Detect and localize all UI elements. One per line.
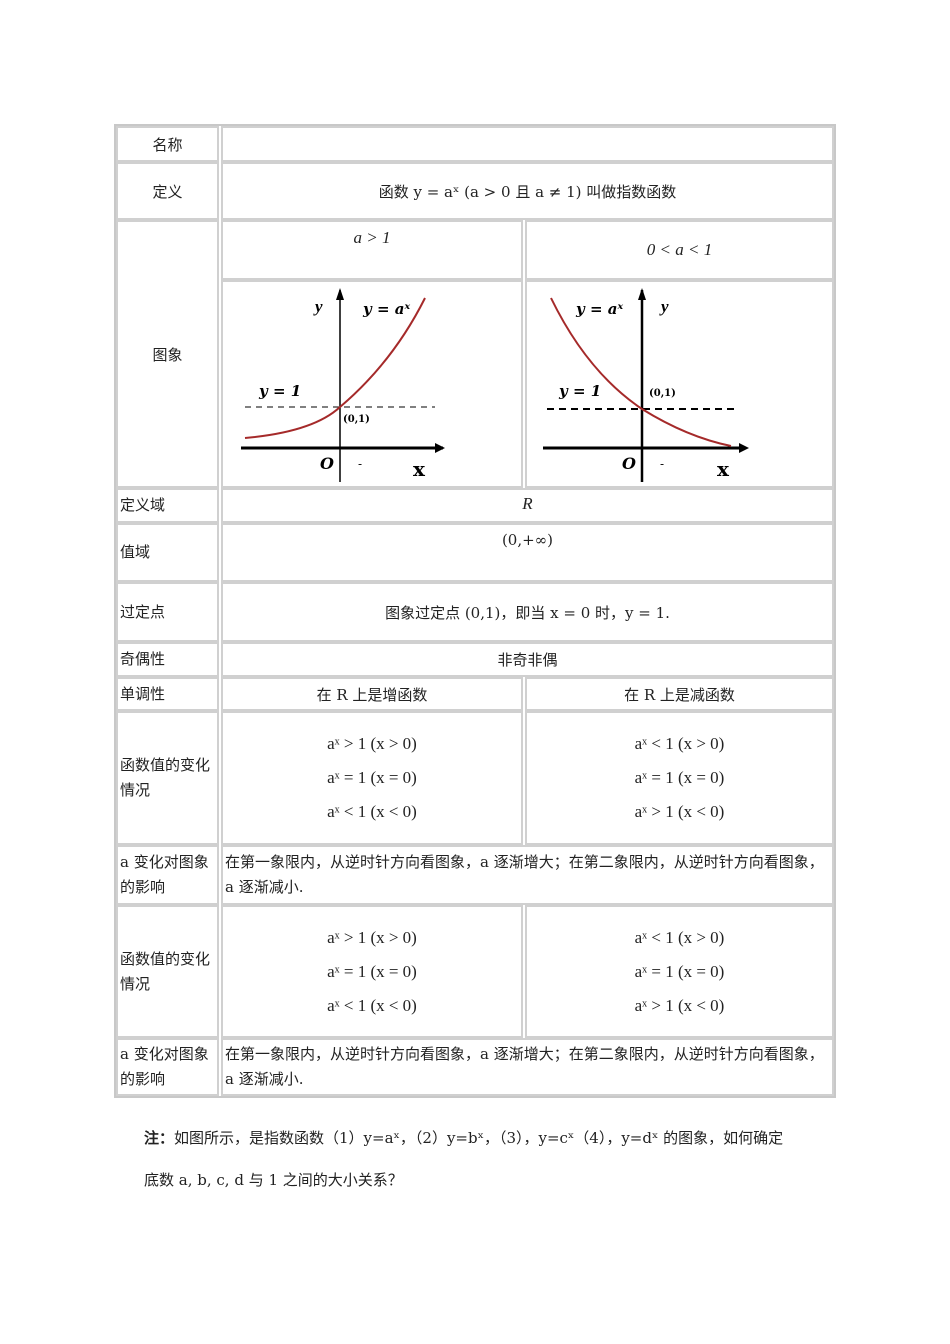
asymptote-label: y = 1	[258, 382, 301, 400]
decreasing-exponential-graph: y = aˣ y y = 1 (0,1) O - x	[543, 288, 749, 482]
value-line: aˣ < 1 (x < 0)	[327, 995, 417, 1015]
fixed-point-value: 图象过定点 (0,1)，即当 x = 0 时，y = 1.	[221, 582, 834, 642]
monotonicity-decreasing: 在 R 上是减函数	[525, 677, 834, 711]
value-line: aˣ = 1 (x = 0)	[634, 961, 725, 981]
monotonicity-label: 单调性	[116, 677, 219, 711]
values1-col2: aˣ < 1 (x > 0) aˣ = 1 (x = 0) aˣ > 1 (x …	[525, 711, 834, 845]
note-line-1: 注：如图所示，是指数函数（1）y=aˣ，（2）y=bˣ，（3），y=cˣ（4），…	[144, 1127, 783, 1148]
tick-mark: -	[358, 457, 362, 471]
effect1-value: 在第一象限内，从逆时针方向看图象，a 逐渐增大；在第二象限内，从逆时针方向看图象…	[221, 845, 834, 905]
value-line: aˣ > 1 (x < 0)	[634, 995, 725, 1015]
point-label: (0,1)	[649, 388, 676, 399]
values1-col1: aˣ > 1 (x > 0) aˣ = 1 (x = 0) aˣ < 1 (x …	[221, 711, 523, 845]
definition-label: 定义	[116, 162, 219, 220]
values1-label: 函数值的变化情况	[116, 711, 219, 845]
parity-value: 非奇非偶	[221, 642, 834, 677]
value-line: aˣ > 1 (x > 0)	[327, 734, 417, 753]
increasing-exponential-graph: y y = aˣ y = 1 (0,1) O - x	[241, 288, 445, 482]
range-value: (0,+∞)	[221, 523, 834, 582]
monotonicity-increasing: 在 R 上是增函数	[221, 677, 523, 711]
note-prefix: 注：	[144, 1129, 175, 1147]
values2-col1: aˣ > 1 (x > 0) aˣ = 1 (x = 0) aˣ < 1 (x …	[221, 905, 523, 1038]
note-line-2: 底数 a, b, c, d 与 1 之间的大小关系？	[144, 1171, 403, 1189]
graph-col2-header: 0 < a < 1	[525, 220, 834, 280]
exponential-curve	[550, 297, 732, 447]
parity-label: 奇偶性	[116, 642, 219, 677]
name-value	[221, 126, 834, 162]
x-axis-arrow	[739, 443, 749, 453]
exponential-function-table	[114, 124, 836, 1098]
curve-label: y = aˣ	[362, 300, 410, 318]
tick-mark: -	[660, 457, 664, 471]
value-line: aˣ < 1 (x > 0)	[634, 734, 725, 753]
x-axis-label: x	[413, 457, 426, 481]
effect2-value: 在第一象限内，从逆时针方向看图象，a 逐渐增大；在第二象限内，从逆时针方向看图象…	[221, 1038, 834, 1096]
note-text: 如图所示，是指数函数（1）y=aˣ，（2）y=bˣ，（3），y=cˣ（4），y=…	[174, 1129, 784, 1147]
asymptote-label: y = 1	[558, 382, 601, 400]
curve-label: y = aˣ	[575, 300, 623, 318]
values2-col2: aˣ < 1 (x > 0) aˣ = 1 (x = 0) aˣ > 1 (x …	[525, 905, 834, 1038]
effect1-label: a 变化对图象的影响	[116, 845, 219, 905]
graph-col1-header: a > 1	[221, 220, 523, 280]
fixed-point-label: 过定点	[116, 582, 219, 642]
name-label: 名称	[116, 126, 219, 162]
exponential-curve	[244, 297, 426, 439]
effect2-label: a 变化对图象的影响	[116, 1038, 219, 1096]
graph-label: 图象	[116, 220, 219, 488]
graph-decreasing-cell: y = aˣ y y = 1 (0,1) O - x	[525, 280, 834, 488]
range-label: 值域	[116, 523, 219, 582]
x-axis-arrow	[435, 443, 445, 453]
value-line: aˣ < 1 (x > 0)	[634, 927, 725, 947]
y-axis-label: y	[313, 297, 323, 316]
value-line: aˣ > 1 (x < 0)	[634, 802, 725, 821]
y-axis-arrow	[336, 288, 344, 300]
origin-label: O	[320, 454, 334, 473]
value-line: aˣ = 1 (x = 0)	[634, 768, 725, 787]
domain-label: 定义域	[116, 488, 219, 523]
definition-value: 函数 y = aˣ (a > 0 且 a ≠ 1) 叫做指数函数	[221, 162, 834, 220]
value-line: aˣ = 1 (x = 0)	[327, 961, 417, 981]
values2-label: 函数值的变化情况	[116, 905, 219, 1038]
y-axis-arrow	[638, 288, 646, 300]
origin-label: O	[622, 454, 636, 473]
value-line: aˣ > 1 (x > 0)	[327, 927, 417, 947]
graph-increasing-cell: y y = aˣ y = 1 (0,1) O - x	[221, 280, 523, 488]
value-line: aˣ = 1 (x = 0)	[327, 768, 417, 787]
y-axis-label: y	[659, 297, 669, 316]
domain-value: R	[221, 488, 834, 523]
x-axis-label: x	[717, 457, 730, 481]
point-label: (0,1)	[343, 414, 370, 425]
value-line: aˣ < 1 (x < 0)	[327, 802, 417, 821]
